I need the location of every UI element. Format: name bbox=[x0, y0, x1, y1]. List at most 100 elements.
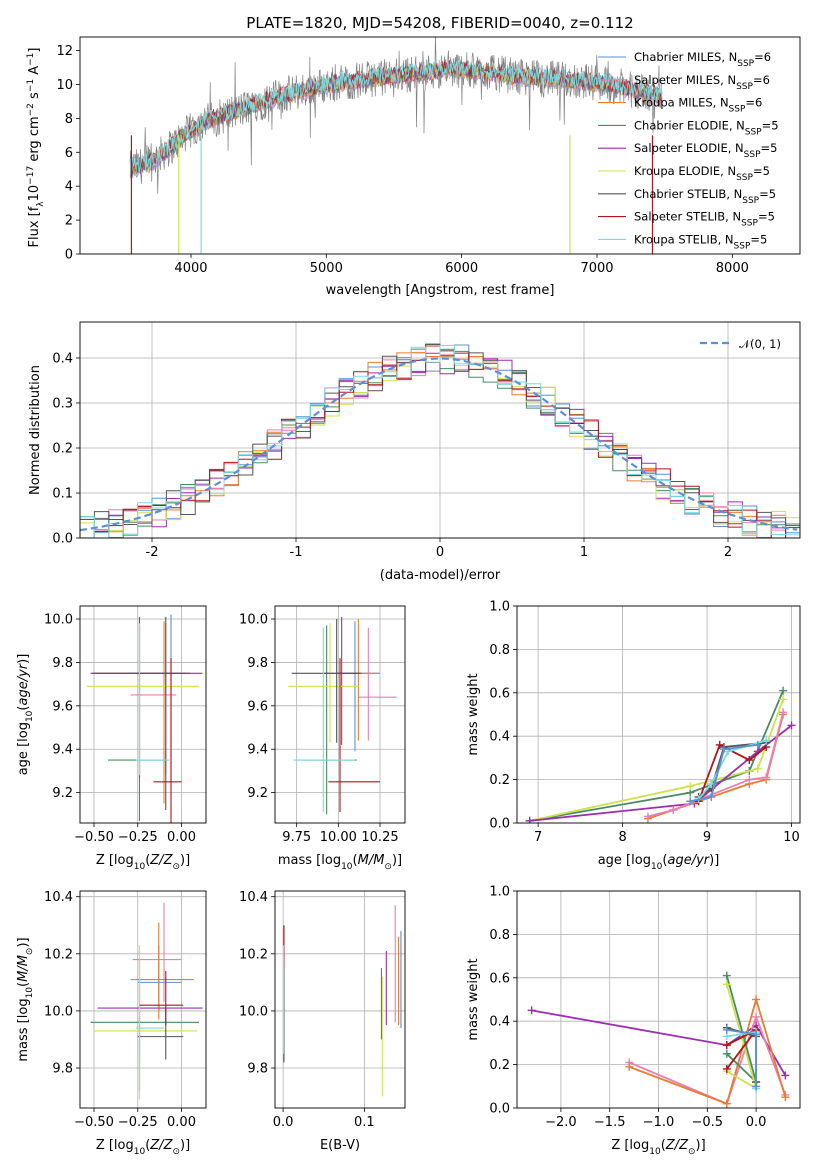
x-tick-label: 0.00 bbox=[167, 830, 196, 845]
axes-frame bbox=[79, 36, 801, 255]
y-tick-label: 10.0 bbox=[44, 1004, 73, 1019]
y-tick-label: 6 bbox=[65, 146, 73, 161]
y-tick-label: 0.3 bbox=[52, 397, 73, 412]
weight-line-4 bbox=[647, 714, 784, 820]
x-tick-label: −0.50 bbox=[74, 830, 114, 845]
residual-panel: -2 -1 0 1 2 0.0 0.1 0.2 0.3 0.4 (data-model)/error… bbox=[28, 321, 801, 583]
x-tick-label: 0 bbox=[436, 545, 444, 560]
weight-vs-age-panel: 7 8 9 10 0.0 0.2 0.4 0.6 0.8 1.0 age [log10(age/yr… bbox=[466, 600, 801, 872]
error-bars bbox=[282, 905, 402, 1097]
x-tick-label: 0.1 bbox=[354, 1115, 375, 1130]
x-tick-label: 4000 bbox=[174, 261, 207, 276]
y-tick-label: 0.2 bbox=[52, 442, 73, 457]
x-tick-label: 10.25 bbox=[361, 830, 398, 845]
y-tick-label: 2 bbox=[65, 214, 73, 229]
y-tick-label: 8 bbox=[65, 112, 73, 127]
spectrum-title: PLATE=1820, MJD=54208, FIBERID=0040, z=0… bbox=[246, 14, 633, 32]
weight-vs-z-panel: −2.0 −1.5 −1.0 −0.5 0.0 0.0 0.2 0.4 0.6 0.8 1.0 Z [… bbox=[466, 885, 801, 1157]
x-tick-label: 8 bbox=[618, 830, 626, 845]
spectrum-panel: 4000 5000 6000 7000 8000 0 2 4 6 8 10 12 wavelength … bbox=[26, 36, 801, 298]
error-bars bbox=[90, 902, 203, 1100]
x-tick-label: 7000 bbox=[580, 261, 613, 276]
x-tick-label: −0.50 bbox=[74, 1115, 114, 1130]
y-axis-label: mass weight bbox=[466, 958, 481, 1040]
legend-label: Salpeter STELIB, NSSP=5 bbox=[634, 210, 775, 229]
y-tick-label: 0.6 bbox=[489, 686, 510, 701]
weight-line-9 bbox=[690, 744, 758, 803]
legend-label: Chabrier ELODIE, NSSP=5 bbox=[634, 118, 779, 137]
y-tick-label: 10.2 bbox=[44, 947, 73, 962]
weight-line-5 bbox=[647, 712, 784, 818]
legend-label: Kroupa STELIB, NSSP=5 bbox=[634, 232, 767, 251]
model-line-9 bbox=[129, 59, 663, 175]
y-tick-label: 9.8 bbox=[52, 1062, 73, 1077]
x-tick-label: 0.0 bbox=[273, 1115, 294, 1130]
axes-frame bbox=[274, 890, 406, 1109]
axes-frame bbox=[79, 605, 207, 824]
weight-line-2 bbox=[628, 1014, 787, 1105]
spectrum-lines bbox=[129, 37, 663, 254]
y-tick-label: 0.4 bbox=[489, 730, 510, 745]
weight-line-3 bbox=[529, 724, 793, 822]
x-axis-label: (data-model)/error bbox=[380, 568, 501, 583]
y-axis-label: age [log10(age/yr)] bbox=[16, 654, 35, 776]
y-tick-label: 1.0 bbox=[489, 600, 510, 615]
y-tick-label: 0.8 bbox=[489, 643, 510, 658]
x-axis-label: Z [log10(Z/Z⊙)] bbox=[96, 853, 190, 872]
error-bars bbox=[87, 614, 203, 823]
y-tick-label: 9.4 bbox=[52, 743, 73, 758]
mass-vs-z-panel: −0.50 −0.25 0.00 9.8 10.0 10.2 10.4 Z [log10(Z/… bbox=[16, 890, 207, 1157]
y-tick-label: 10.2 bbox=[239, 947, 268, 962]
legend-label: Chabrier STELIB, NSSP=5 bbox=[634, 187, 776, 206]
age-vs-z-panel: −0.50 −0.25 0.00 9.2 9.4 9.6 9.8 10.0 Z [log10(Z… bbox=[16, 605, 207, 872]
y-tick-label: 9.2 bbox=[247, 786, 268, 801]
x-tick-label: 0.0 bbox=[746, 1115, 767, 1130]
axes-frame bbox=[79, 321, 801, 539]
axes-frame bbox=[516, 890, 801, 1109]
y-tick-label: 0.4 bbox=[52, 352, 73, 367]
legend-label: Kroupa ELODIE, NSSP=5 bbox=[634, 164, 770, 183]
legend-label: Chabrier MILES, NSSP=6 bbox=[634, 50, 771, 69]
y-tick-label: 0.2 bbox=[489, 1058, 510, 1073]
weight-line-2 bbox=[529, 698, 784, 822]
x-axis-label: Z [log10(Z/Z⊙)] bbox=[611, 1138, 705, 1157]
histograms bbox=[80, 343, 800, 538]
x-tick-label: 2 bbox=[724, 545, 732, 560]
y-tick-label: 9.8 bbox=[247, 656, 268, 671]
x-tick-label: −1.0 bbox=[643, 1115, 675, 1130]
y-tick-label: 10.0 bbox=[44, 613, 73, 628]
y-tick-label: 10 bbox=[56, 78, 73, 93]
weight-line-3 bbox=[628, 996, 787, 1105]
y-axis-label: Normed distribution bbox=[28, 365, 43, 495]
weight-lines bbox=[525, 686, 796, 823]
legend-label: Salpeter ELODIE, NSSP=5 bbox=[634, 141, 777, 160]
y-tick-label: 10.4 bbox=[239, 890, 268, 905]
y-tick-label: 10.0 bbox=[239, 613, 268, 628]
y-tick-label: 10.4 bbox=[44, 890, 73, 905]
y-tick-label: 9.4 bbox=[247, 743, 268, 758]
x-tick-label: 0.00 bbox=[167, 1115, 196, 1130]
y-tick-label: 10.0 bbox=[239, 1004, 268, 1019]
y-tick-label: 9.6 bbox=[52, 699, 73, 714]
y-tick-label: 9.2 bbox=[52, 786, 73, 801]
y-tick-label: 9.8 bbox=[247, 1062, 268, 1077]
y-tick-label: 0.8 bbox=[489, 928, 510, 943]
x-tick-label: −0.25 bbox=[118, 1115, 158, 1130]
histogram-9 bbox=[80, 345, 800, 538]
error-bars bbox=[288, 616, 397, 815]
mass-vs-ebv-panel: 0.0 0.1 9.8 10.0 10.2 10.4 E(B-V) bbox=[239, 890, 406, 1153]
x-tick-label: −1.5 bbox=[594, 1115, 626, 1130]
x-tick-label: 1 bbox=[580, 545, 588, 560]
age-vs-mass-panel: 9.75 10.00 10.25 9.2 9.4 9.6 9.8 10.0 mass [log1… bbox=[239, 605, 406, 872]
y-tick-label: 1.0 bbox=[489, 885, 510, 900]
y-tick-label: 0.0 bbox=[52, 532, 73, 547]
legend-label: Salpeter MILES, NSSP=6 bbox=[634, 73, 770, 92]
x-axis-label: Z [log10(Z/Z⊙)] bbox=[96, 1138, 190, 1157]
x-tick-label: −0.25 bbox=[118, 830, 158, 845]
gaussian-curve bbox=[80, 357, 798, 532]
legend-label: 𝒩(0, 1) bbox=[739, 337, 781, 351]
y-tick-label: 12 bbox=[56, 44, 73, 59]
x-axis-label: mass [log10(M/M⊙)] bbox=[278, 853, 402, 872]
x-tick-label: −2.0 bbox=[545, 1115, 577, 1130]
